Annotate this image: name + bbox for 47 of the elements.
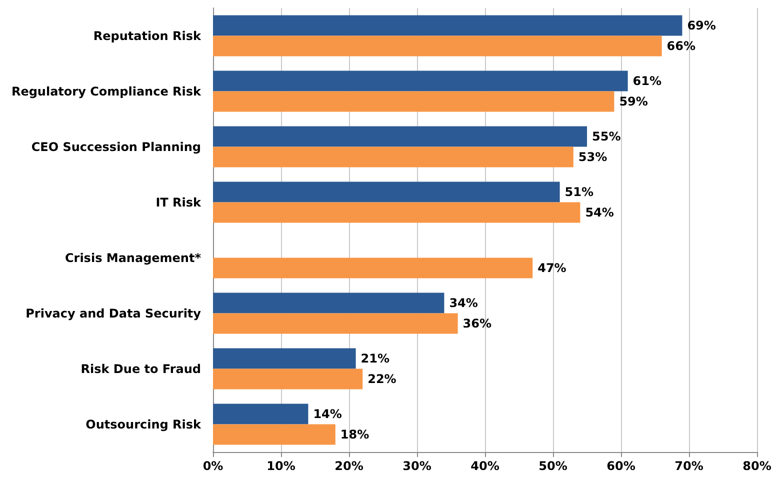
data-label: 54% — [585, 206, 614, 220]
data-label: 47% — [538, 261, 566, 276]
data-label: 22% — [368, 372, 396, 386]
y-tick-label: IT Risk — [156, 195, 202, 210]
x-tick-label: 50% — [538, 459, 568, 473]
x-tick-label: 10% — [266, 459, 296, 473]
x-tick-label: 20% — [334, 459, 364, 473]
data-label: 36% — [462, 316, 492, 331]
data-label: 61% — [632, 74, 662, 88]
data-label: 69% — [687, 18, 716, 32]
x-tick-label: 30% — [402, 459, 432, 473]
bar — [213, 258, 533, 278]
y-tick-label: Reputation Risk — [93, 28, 202, 43]
bar — [213, 126, 587, 147]
y-tick-label: Outsourcing Risk — [86, 417, 202, 432]
data-label: 34% — [449, 296, 478, 310]
x-tick-label: 40% — [470, 459, 500, 473]
bar — [213, 202, 580, 223]
data-label: 59% — [619, 94, 648, 109]
bar — [213, 146, 574, 168]
y-tick-label: CEO Succession Planning — [31, 140, 201, 154]
y-tick-label: Privacy and Data Security — [26, 306, 202, 320]
y-tick-label: Regulatory Compliance Risk — [11, 84, 202, 98]
y-tick-label: Crisis Management* — [64, 250, 202, 265]
bar — [213, 292, 444, 314]
data-label: 18% — [340, 428, 370, 442]
data-label: 21% — [360, 351, 390, 366]
bar — [213, 91, 614, 112]
bar — [213, 182, 560, 202]
bar — [213, 70, 628, 92]
bar — [213, 348, 356, 369]
x-tick-label: 0% — [202, 459, 224, 473]
x-tick-label: 70% — [674, 459, 704, 473]
bar — [213, 36, 662, 56]
x-tick-label: 60% — [606, 459, 636, 473]
y-tick-label: Risk Due to Fraud — [80, 362, 201, 376]
data-label: 55% — [592, 129, 621, 144]
bar — [213, 15, 682, 36]
bar — [213, 404, 308, 424]
data-label: 66% — [666, 39, 696, 54]
bar — [213, 313, 458, 334]
data-label: 14% — [313, 406, 342, 421]
bar — [213, 424, 336, 445]
bar — [213, 368, 363, 390]
data-label: 53% — [578, 150, 608, 164]
data-label: 51% — [564, 184, 594, 199]
x-tick-label: 80% — [742, 459, 772, 473]
